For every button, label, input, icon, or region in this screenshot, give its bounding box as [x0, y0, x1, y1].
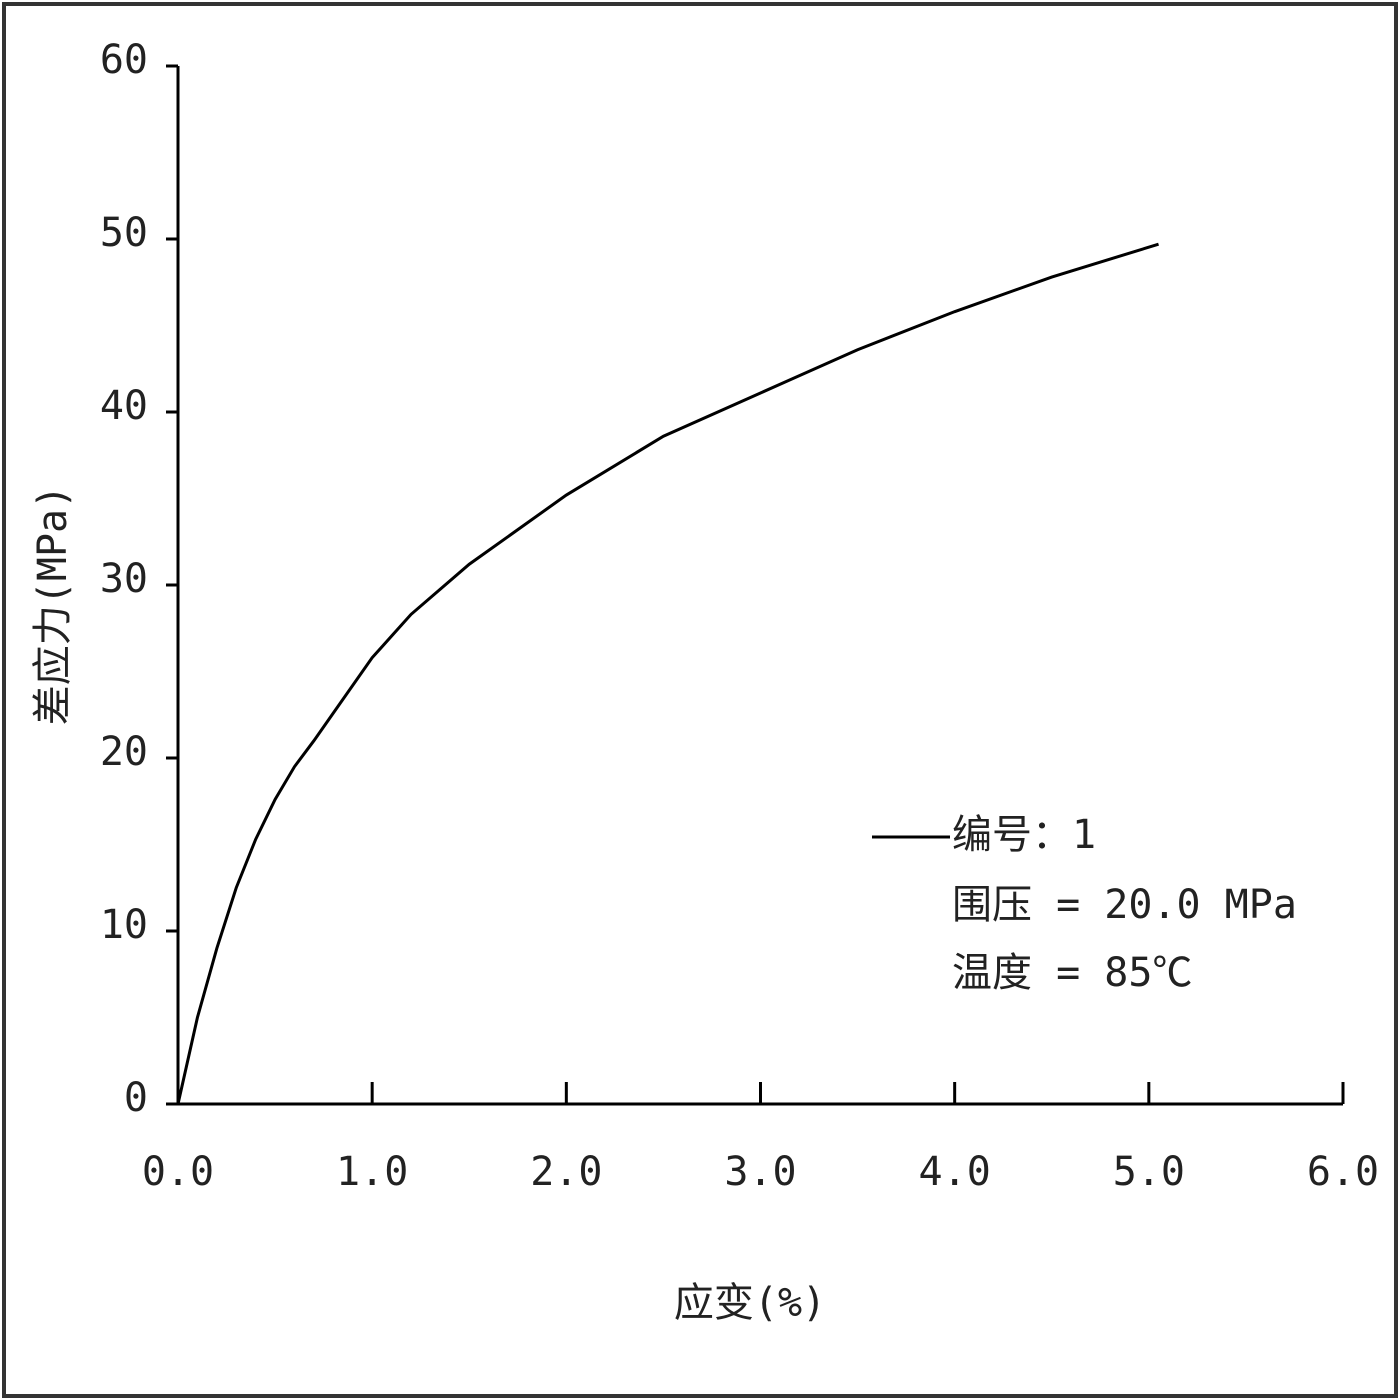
y-tick-label: 20 [100, 729, 148, 775]
y-tick-label: 10 [100, 902, 148, 948]
y-tick-label: 30 [100, 556, 148, 602]
y-tick-label: 60 [100, 37, 148, 83]
y-tick-label: 40 [100, 383, 148, 429]
y-axis-label: 差应力(MPa) [30, 485, 76, 725]
y-tick-label: 50 [100, 210, 148, 256]
x-tick-label: 6.0 [1307, 1149, 1379, 1195]
y-tick-label: 0 [124, 1075, 148, 1121]
legend-label: 编号：1 [952, 812, 1096, 858]
x-tick-label: 0.0 [142, 1149, 214, 1195]
x-tick-label: 5.0 [1113, 1149, 1185, 1195]
annotation: 温度 = 85℃ [952, 950, 1192, 996]
x-axis-label: 应变(%) [674, 1280, 826, 1326]
x-tick-label: 4.0 [919, 1149, 991, 1195]
x-tick-label: 1.0 [336, 1149, 408, 1195]
x-tick-label: 3.0 [724, 1149, 796, 1195]
data-line [176, 242, 1159, 1105]
x-tick-label: 2.0 [530, 1149, 602, 1195]
annotation: 围压 = 20.0 MPa [952, 882, 1297, 928]
